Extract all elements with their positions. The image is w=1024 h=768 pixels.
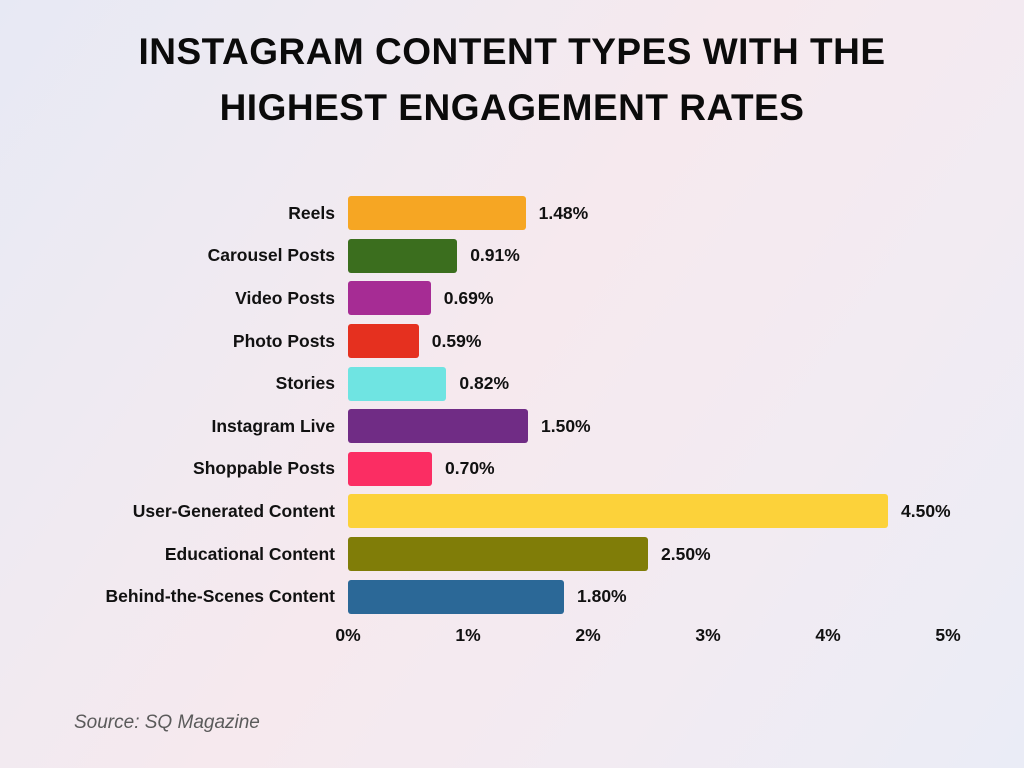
bar-row: Instagram Live 1.50% xyxy=(40,405,984,448)
bar xyxy=(348,324,419,359)
category-label: Video Posts xyxy=(235,287,335,308)
bar-value-label: 0.70% xyxy=(445,458,495,479)
category-label: User-Generated Content xyxy=(132,500,335,521)
x-axis-tick: 1% xyxy=(455,624,481,645)
bar xyxy=(348,537,648,572)
bar-value-label: 0.91% xyxy=(470,245,520,266)
source-note: Source: SQ Magazine xyxy=(74,712,260,733)
bar-row: Reels 1.48% xyxy=(40,192,984,235)
bar-row: Video Posts 0.69% xyxy=(40,277,984,320)
bar-track: 4.50% xyxy=(348,494,951,529)
bar-rows: Reels 1.48% Carousel Posts 0.91% Video Posts… xyxy=(40,192,984,618)
bar-row: Educational Content 2.50% xyxy=(40,533,984,576)
bar xyxy=(348,494,888,529)
bar xyxy=(348,409,528,444)
bar-row: Photo Posts 0.59% xyxy=(40,320,984,363)
bar-track: 1.50% xyxy=(348,409,948,444)
x-axis-tick: 5% xyxy=(935,624,961,645)
bar-track: 0.70% xyxy=(348,451,948,486)
bar-track: 0.91% xyxy=(348,238,948,273)
chart-title-line-2: HIGHEST ENGAGEMENT RATES xyxy=(219,86,805,128)
category-label: Photo Posts xyxy=(232,330,335,351)
bar xyxy=(348,281,431,316)
bar-value-label: 1.80% xyxy=(577,586,627,607)
bar xyxy=(348,366,447,401)
bar-track: 0.69% xyxy=(348,281,948,316)
bar-value-label: 2.50% xyxy=(661,543,711,564)
bar-value-label: 1.50% xyxy=(541,415,591,436)
bar xyxy=(348,579,564,614)
category-label: Reels xyxy=(288,202,335,223)
bar-track: 2.50% xyxy=(348,537,948,572)
bar-chart: Reels 1.48% Carousel Posts 0.91% Video Posts… xyxy=(40,192,984,652)
x-axis-tick: 3% xyxy=(695,624,721,645)
category-label: Educational Content xyxy=(164,543,335,564)
bar-row: User-Generated Content 4.50% xyxy=(40,490,984,533)
chart-title: INSTAGRAM CONTENT TYPES WITH THE HIGHEST… xyxy=(0,0,1024,135)
bar-row: Behind-the-Scenes Content 1.80% xyxy=(40,575,984,618)
bar-value-label: 0.69% xyxy=(443,287,494,308)
bar-track: 1.80% xyxy=(348,579,948,614)
x-axis: 0% 1% 2% 3% 4% 5% xyxy=(40,618,984,652)
category-label: Stories xyxy=(275,373,335,394)
x-axis-tick: 4% xyxy=(815,624,841,645)
chart-title-line-1: INSTAGRAM CONTENT TYPES WITH THE xyxy=(138,31,886,72)
bar-track: 1.48% xyxy=(348,196,948,231)
bar xyxy=(348,238,458,273)
bar xyxy=(348,196,526,231)
bar-row: Stories 0.82% xyxy=(40,362,984,405)
bar-value-label: 0.82% xyxy=(459,373,510,394)
x-axis-tick: 2% xyxy=(575,624,601,645)
bar-track: 0.82% xyxy=(348,366,948,401)
x-axis-ticks: 0% 1% 2% 3% 4% 5% xyxy=(335,618,960,652)
bar-track: 0.59% xyxy=(348,324,948,359)
bar-value-label: 1.48% xyxy=(538,202,589,223)
bar-row: Shoppable Posts 0.70% xyxy=(40,448,984,491)
category-label: Shoppable Posts xyxy=(193,458,335,479)
bar-value-label: 4.50% xyxy=(901,500,951,521)
category-label: Behind-the-Scenes Content xyxy=(105,586,335,607)
x-axis-tick: 0% xyxy=(335,624,361,645)
category-label: Carousel Posts xyxy=(207,245,335,266)
bar xyxy=(348,451,432,486)
category-label: Instagram Live xyxy=(211,415,335,436)
bar-row: Carousel Posts 0.91% xyxy=(40,235,984,278)
bar-value-label: 0.59% xyxy=(431,330,482,351)
